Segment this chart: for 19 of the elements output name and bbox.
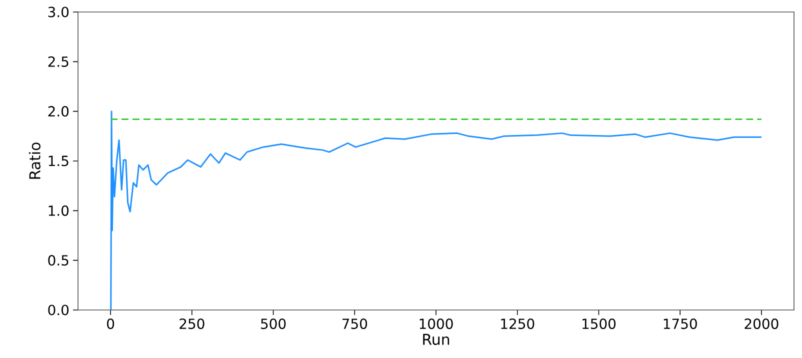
y-axis-title: Ratio — [28, 142, 40, 179]
y-tick-label: 0.5 — [48, 255, 68, 266]
y-tick-label: 2.0 — [48, 106, 69, 117]
y-tick-label: 2.5 — [48, 56, 68, 67]
x-tick-label: 1000 — [420, 318, 453, 330]
x-tick-label: 2000 — [744, 318, 778, 330]
x-tick-label: 1250 — [501, 318, 534, 330]
x-tick-label: 1500 — [582, 318, 616, 330]
x-axis-title: Run — [423, 334, 450, 346]
y-tick-label: 1.5 — [48, 156, 68, 166]
y-tick-label: 1.0 — [48, 205, 69, 216]
y-tick-label: 0.0 — [48, 304, 69, 316]
x-tick-label: 1750 — [664, 318, 697, 330]
x-tick-label: 750 — [342, 318, 368, 330]
line-series — [110, 110, 762, 310]
x-tick-label: 250 — [180, 318, 204, 330]
x-tick-label: 0 — [107, 318, 114, 330]
y-tick-label: 3.0 — [48, 6, 69, 18]
x-tick-label: 500 — [261, 318, 286, 330]
